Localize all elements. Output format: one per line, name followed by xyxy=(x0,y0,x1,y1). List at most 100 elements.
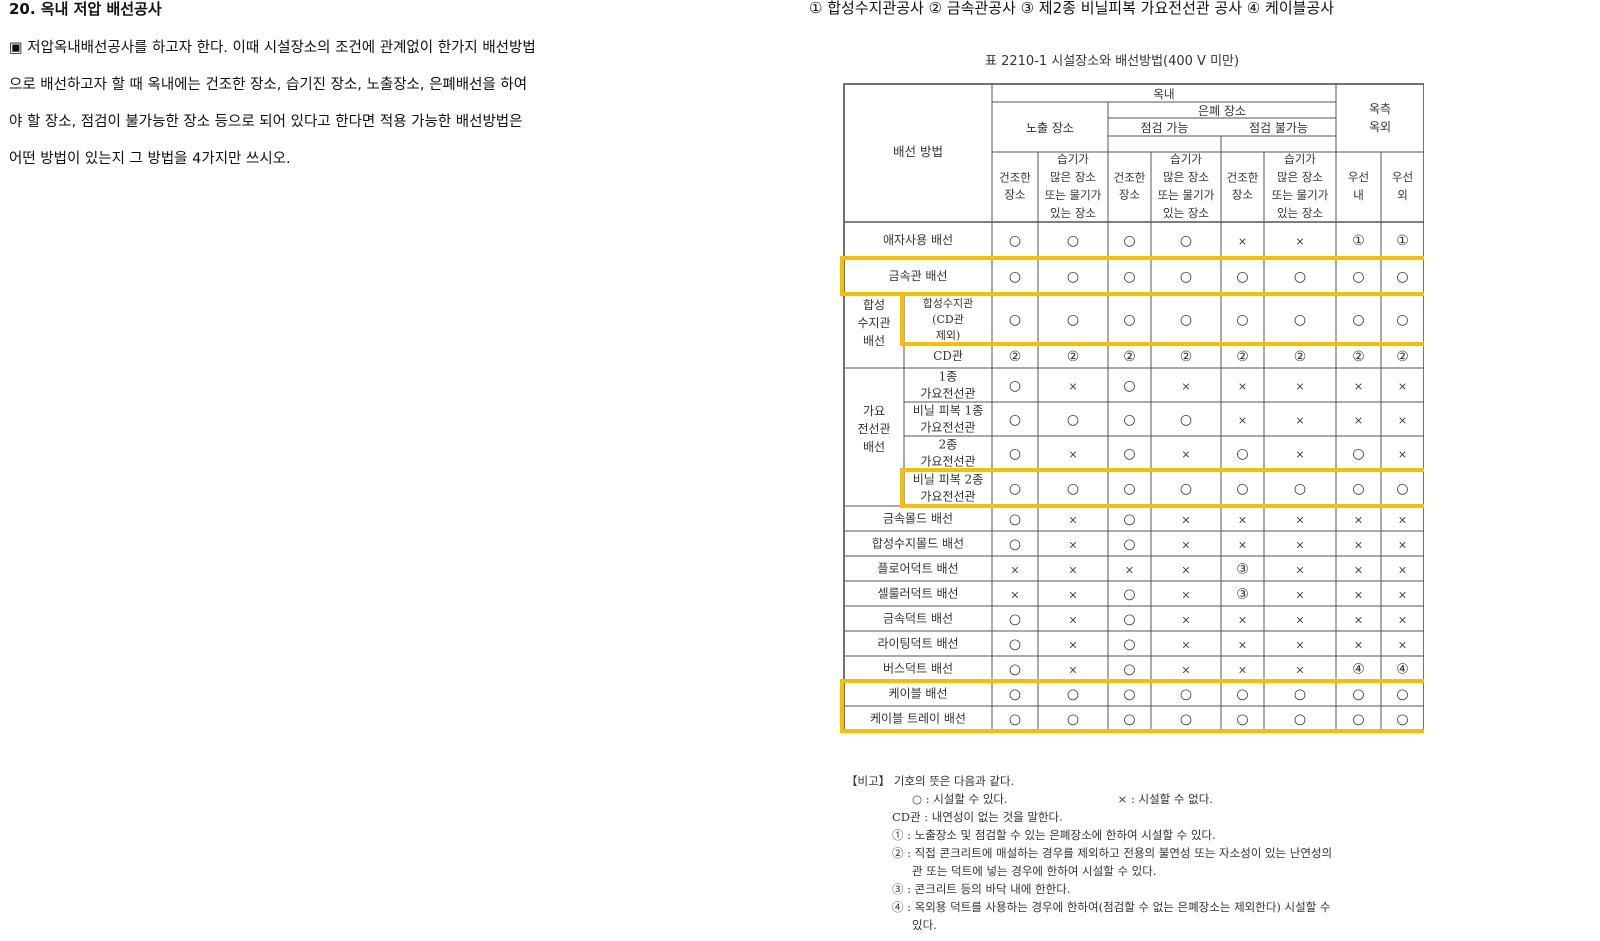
cell-value: ○ xyxy=(1236,687,1248,703)
header-rain-out: 우선 xyxy=(1392,170,1413,184)
header-method: 배선 방법 xyxy=(893,144,943,159)
header-wet: 있는 장소 xyxy=(1050,206,1096,220)
cell-value: × xyxy=(1295,589,1304,602)
note-line: ④ : 옥외용 덕트를 사용하는 경우에 한하여(점검할 수 없는 은폐장소는 … xyxy=(892,900,1331,914)
cell-value: ○ xyxy=(1294,712,1306,728)
cell-value: ① xyxy=(1396,233,1409,249)
cell-value: ○ xyxy=(1067,312,1079,328)
cell-value: × xyxy=(1068,539,1077,552)
cell-value: × xyxy=(1295,414,1304,427)
header-wet: 많은 장소 xyxy=(1163,170,1209,184)
cell-value: ○ xyxy=(1180,712,1192,728)
cell-value: ○ xyxy=(1009,269,1021,285)
cell-value: ○ xyxy=(1067,481,1079,497)
cell-value: × xyxy=(1354,414,1363,427)
cell-value: ○ xyxy=(1396,481,1408,497)
wiring-method-table: 배선 방법 옥내 옥측 옥외 노출 장소 은폐 장소 점검 가능 점검 불가능 건조한 장소 건조한… xyxy=(834,82,1424,762)
cell-value: ② xyxy=(1067,349,1080,365)
header-dry: 건조한 xyxy=(1114,171,1146,185)
cell-value: ○ xyxy=(1009,312,1021,328)
cell-value: ④ xyxy=(1352,662,1365,678)
cell-value: ○ xyxy=(1067,269,1079,285)
cell-value: × xyxy=(1354,539,1363,552)
group-label: 합성 xyxy=(863,298,885,312)
group-label: 배선 xyxy=(863,440,885,454)
cell-value: × xyxy=(1010,564,1019,577)
cell-value: × xyxy=(1010,589,1019,602)
cell-value: ○ xyxy=(1294,312,1306,328)
cell-value: ○ xyxy=(1352,269,1364,285)
cell-value: ① xyxy=(1352,233,1365,249)
cell-value: × xyxy=(1068,639,1077,652)
row-name: 가요전선관 xyxy=(920,387,975,401)
row-name: 합성수지관 xyxy=(923,297,974,310)
row-name: 가요전선관 xyxy=(920,421,975,435)
note-symbol-x: × : 시설할 수 없다. xyxy=(1117,792,1213,806)
cell-value: × xyxy=(1068,614,1077,627)
answer-text: ① 합성수지관공사 ② 금속관공사 ③ 제2종 비닐피복 가요전선관 공사 ④ … xyxy=(809,0,1335,17)
cell-value: ○ xyxy=(1236,312,1248,328)
cell-value: × xyxy=(1398,564,1407,577)
cell-value: ○ xyxy=(1067,233,1079,249)
cell-value: × xyxy=(1238,414,1247,427)
note-symbol-o: ○ : 시설할 수 있다. xyxy=(912,792,1008,806)
header-wet: 많은 장소 xyxy=(1050,170,1096,184)
cell-value: ② xyxy=(1236,349,1249,365)
cell-value: ② xyxy=(1396,349,1409,365)
cell-value: × xyxy=(1398,514,1407,527)
cell-value: ○ xyxy=(1009,687,1021,703)
cell-value: × xyxy=(1068,664,1077,677)
cell-value: × xyxy=(1068,448,1077,461)
cell-value: × xyxy=(1398,639,1407,652)
header-outdoor: 옥측 xyxy=(1369,102,1391,116)
cell-value: × xyxy=(1238,380,1247,393)
row-name: 가요전선관 xyxy=(920,455,975,469)
cell-value: × xyxy=(1295,664,1304,677)
note-line: 【비고】 기호의 뜻은 다음과 같다. xyxy=(846,774,1015,788)
note-line: 관 또는 덕트에 넣는 경우에 한하여 시설할 수 있다. xyxy=(912,864,1157,878)
cell-value: × xyxy=(1295,448,1304,461)
row-name: 비닐 피복 1종 xyxy=(913,404,983,418)
row-name: 셀룰러덕트 배선 xyxy=(877,587,958,601)
cell-value: ○ xyxy=(1123,662,1135,678)
cell-value: ○ xyxy=(1009,233,1021,249)
cell-value: ○ xyxy=(1236,446,1248,462)
cell-value: ○ xyxy=(1352,687,1364,703)
highlight-flexible-conduit-2 xyxy=(900,468,1424,508)
header-outdoor: 옥외 xyxy=(1369,120,1391,134)
cell-value: × xyxy=(1295,539,1304,552)
cell-value: × xyxy=(1398,539,1407,552)
cell-value: ② xyxy=(1123,349,1136,365)
cell-value: × xyxy=(1238,539,1247,552)
header-dry: 건조한 xyxy=(1227,171,1259,185)
cell-value: × xyxy=(1295,514,1304,527)
row-name: 금속관 배선 xyxy=(888,269,947,283)
cell-value: × xyxy=(1068,514,1077,527)
row-name: 버스덕트 배선 xyxy=(883,662,953,676)
cell-value: ○ xyxy=(1009,612,1021,628)
question-line: ▣ 저압옥내배선공사를 하고자 한다. 이때 시설장소의 조건에 관계없이 한가… xyxy=(9,40,536,56)
cell-value: ③ xyxy=(1236,562,1249,578)
cell-value: ○ xyxy=(1236,712,1248,728)
cell-value: × xyxy=(1125,564,1134,577)
cell-value: ② xyxy=(1009,349,1022,365)
cell-value: × xyxy=(1354,380,1363,393)
cell-value: × xyxy=(1354,514,1363,527)
header-wet: 또는 물기가 xyxy=(1045,188,1102,202)
cell-value: × xyxy=(1295,564,1304,577)
cell-value: × xyxy=(1181,664,1190,677)
header-rain-in: 내 xyxy=(1353,188,1364,202)
cell-value: ○ xyxy=(1123,612,1135,628)
table-notes: 【비고】 기호의 뜻은 다음과 같다. ○ : 시설할 수 있다. × : 시설할… xyxy=(846,772,1446,934)
cell-value: × xyxy=(1181,564,1190,577)
cell-value: ○ xyxy=(1180,412,1192,428)
note-line: ③ : 콘크리트 등의 바닥 내에 한한다. xyxy=(892,882,1071,896)
question-line: 으로 배선하고자 할 때 옥내에는 건조한 장소, 습기진 장소, 노출장소, … xyxy=(9,77,528,93)
row-name: CD관 xyxy=(933,349,963,363)
cell-value: × xyxy=(1181,614,1190,627)
cell-value: ○ xyxy=(1067,687,1079,703)
row-name: 케이블 배선 xyxy=(888,687,947,701)
cell-value: ② xyxy=(1180,349,1193,365)
note-line: ② : 직접 콘크리트에 매설하는 경우를 제외하고 전용의 불연성 또는 자소… xyxy=(892,846,1333,860)
cell-value: ○ xyxy=(1396,269,1408,285)
